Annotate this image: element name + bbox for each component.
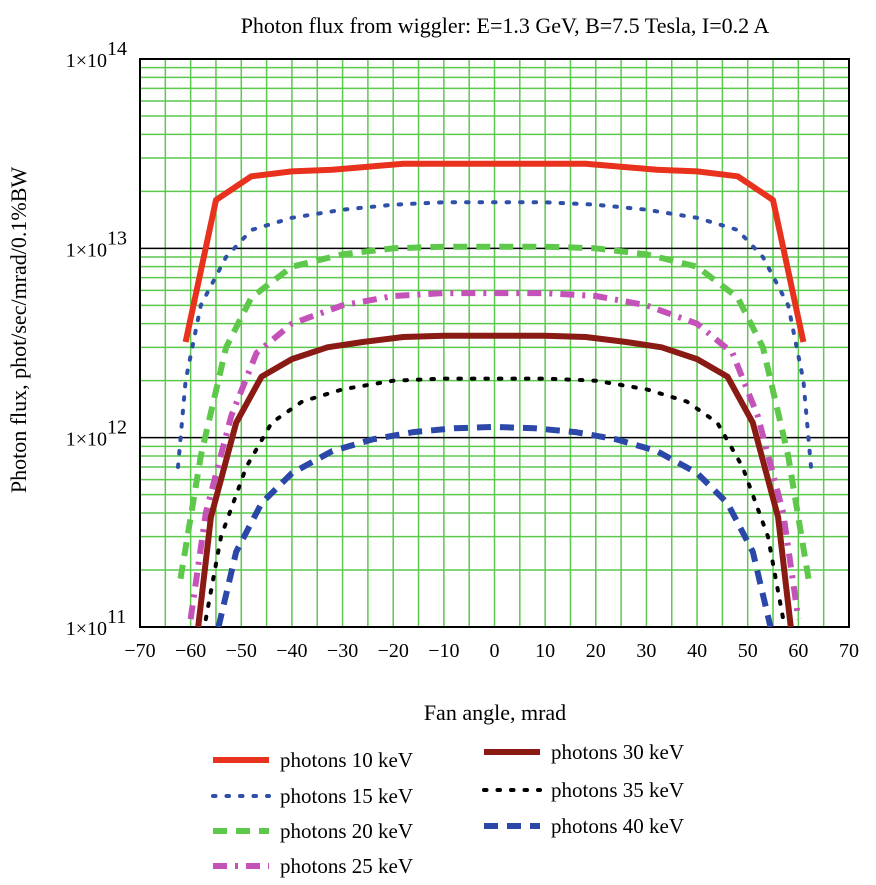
series-layer bbox=[176, 160, 813, 627]
series-line-6 bbox=[203, 376, 786, 622]
y-tick-exponent: 13 bbox=[107, 227, 127, 249]
x-tick-label: 30 bbox=[636, 640, 656, 662]
legend-label: photons 20 keV bbox=[280, 819, 413, 843]
chart-title: Photon flux from wiggler: E=1.3 GeV, B=7… bbox=[241, 13, 770, 38]
y-tick-label: 1×10 bbox=[66, 239, 107, 261]
legend: photons 10 keV photons 15 keV photons 20 k… bbox=[211, 740, 684, 878]
series-line-7 bbox=[215, 423, 774, 627]
x-tick-label: −10 bbox=[428, 640, 459, 662]
x-tick-label: −60 bbox=[175, 640, 206, 662]
x-tick-label: −40 bbox=[276, 640, 307, 662]
series-line-4 bbox=[187, 290, 802, 620]
y-tick-exponent: 12 bbox=[107, 417, 127, 439]
x-tick-label: 40 bbox=[687, 640, 707, 662]
x-tick-label: 0 bbox=[490, 640, 500, 662]
series-line-5 bbox=[195, 332, 794, 627]
grid-minor-lines bbox=[139, 59, 850, 627]
x-tick-label: −70 bbox=[124, 640, 155, 662]
y-tick-label: 1×10 bbox=[66, 618, 107, 640]
legend-label: photons 40 keV bbox=[551, 814, 684, 838]
legend-label: photons 35 keV bbox=[551, 778, 684, 802]
y-tick-label: 1×10 bbox=[66, 429, 107, 451]
x-tick-labels: −70 −60 −50 −40 −30 −20 −10 0 10 20 30 40 50 60 70 bbox=[124, 640, 859, 662]
x-tick-label: −20 bbox=[378, 640, 409, 662]
y-tick-label: 1×10 bbox=[66, 50, 107, 72]
x-tick-label: 70 bbox=[839, 640, 859, 662]
series-line-2 bbox=[176, 200, 813, 469]
x-axis-label: Fan angle, mrad bbox=[424, 700, 566, 725]
x-tick-label: 20 bbox=[586, 640, 606, 662]
legend-label: photons 10 keV bbox=[280, 748, 413, 772]
y-axis-label: Photon flux, phot/sec/mrad/0.1%BW bbox=[6, 167, 31, 494]
y-tick-exponent: 14 bbox=[107, 38, 127, 60]
legend-label: photons 15 keV bbox=[280, 784, 413, 808]
x-tick-label: 50 bbox=[738, 640, 758, 662]
y-tick-exponent: 11 bbox=[107, 606, 126, 628]
plot-frame bbox=[139, 58, 850, 628]
grid-major-lines bbox=[140, 247, 849, 439]
x-tick-label: 10 bbox=[535, 640, 555, 662]
legend-label: photons 25 keV bbox=[280, 854, 413, 878]
series-line-1 bbox=[182, 160, 807, 343]
x-tick-label: −50 bbox=[226, 640, 257, 662]
x-tick-label: −30 bbox=[327, 640, 358, 662]
x-tick-label: 60 bbox=[788, 640, 808, 662]
legend-label: photons 30 keV bbox=[551, 740, 684, 764]
